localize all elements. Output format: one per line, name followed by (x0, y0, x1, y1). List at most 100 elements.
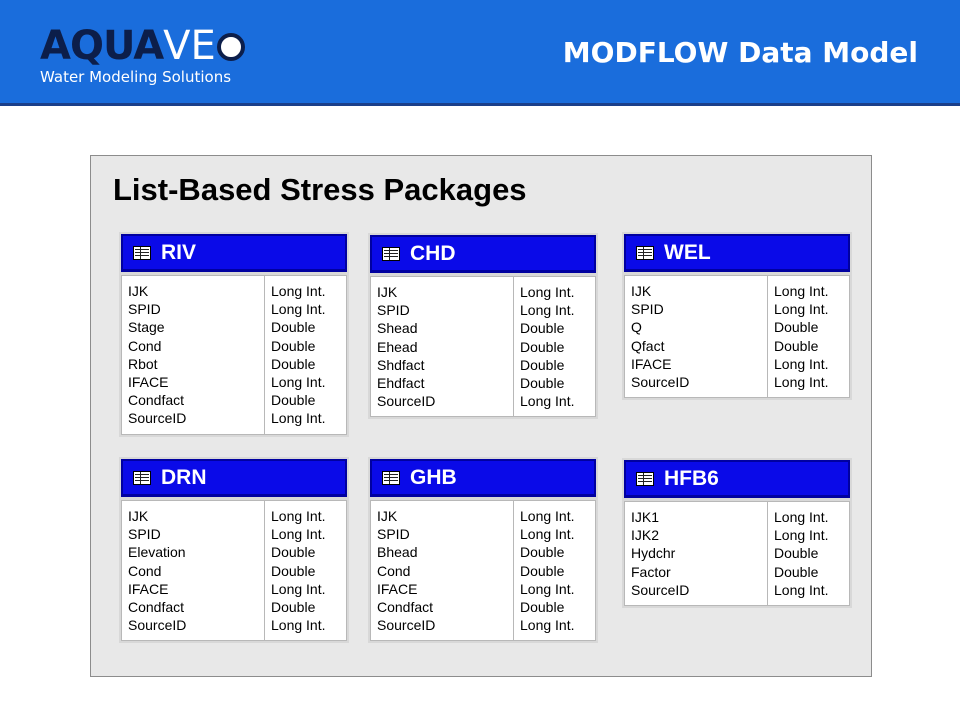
table-header: GHB (370, 459, 596, 497)
field-type: Long Int. (520, 393, 575, 410)
field-type: Double (774, 337, 819, 354)
field-type: Double (520, 356, 565, 373)
field-name: Stage (128, 319, 165, 336)
field-type: Long Int. (774, 355, 829, 372)
field-type: Long Int. (774, 509, 829, 525)
field-name: IJK (377, 284, 398, 300)
field-type: Long Int. (520, 302, 575, 319)
field-type-column: Long Int. Long Int. Double Double Double Long… (265, 276, 346, 434)
field-type: Long Int. (520, 508, 575, 524)
field-type: Double (520, 320, 565, 337)
table-icon (636, 245, 654, 260)
field-type-column: Long Int. Long Int. Double Double Long Int. D… (514, 501, 595, 640)
field-name: IFACE (128, 374, 169, 391)
panel-title: List-Based Stress Packages (113, 172, 527, 207)
field-type-column: Long Int. Long Int. Double Double Long Int. L… (768, 276, 849, 397)
field-name: Condfact (128, 599, 185, 616)
field-name: SPID (631, 301, 664, 318)
field-type: Long Int. (774, 581, 829, 598)
field-name: SourceID (128, 617, 187, 634)
table-body: IJK SPID Bhead Cond IFACE Condfact SourceID Lon… (370, 500, 596, 642)
table-chd: CHD IJK SPID Shead Ehead Shdfact Ehdfact Source… (368, 233, 598, 420)
field-type: Double (271, 319, 316, 336)
field-type: Long Int. (271, 410, 326, 427)
field-type-column: Long Int. Long Int. Double Double Double Doub… (514, 277, 595, 416)
field-name: IFACE (631, 355, 672, 372)
field-name: IJK1 (631, 509, 660, 525)
field-name: Bhead (377, 544, 418, 561)
field-name-column: IJK SPID Q Qfact IFACE SourceID (625, 276, 768, 398)
field-type: Double (271, 562, 316, 579)
field-type: Long Int. (774, 527, 829, 544)
table-body: IJK1 IJK2 Hydchr Factor SourceID Long Int. Lon… (624, 501, 850, 607)
field-name: IFACE (128, 580, 169, 597)
field-type: Long Int. (520, 526, 575, 543)
table-header: WEL (624, 234, 850, 272)
field-name: Ehdfact (377, 375, 425, 392)
field-name: IJK (377, 508, 398, 524)
field-type: Long Int. (271, 526, 326, 543)
field-type: Long Int. (271, 283, 326, 299)
field-name: SourceID (377, 393, 436, 410)
field-name-column: IJK SPID Stage Cond Rbot IFACE Condfact SourceI… (122, 276, 265, 434)
field-name: SourceID (631, 581, 690, 598)
field-type: Double (271, 355, 316, 372)
field-name: Rbot (128, 355, 158, 372)
table-wel: WEL IJK SPID Q Qfact IFACE SourceID Long Int. Lo… (622, 232, 852, 401)
field-name: Cond (128, 562, 162, 579)
field-name: SPID (128, 301, 161, 318)
table-body: IJK SPID Elevation Cond IFACE Condfact SourceI… (121, 500, 347, 642)
field-name: IFACE (377, 580, 418, 597)
field-type-column: Long Int. Long Int. Double Double Long Int. D… (265, 501, 346, 640)
field-name: Ehead (377, 338, 418, 355)
field-name-column: IJK SPID Bhead Cond IFACE Condfact SourceID (371, 501, 514, 641)
field-name: SPID (377, 526, 410, 543)
table-name: HFB6 (664, 466, 719, 490)
field-name: SourceID (631, 374, 690, 391)
field-name: IJK (128, 508, 149, 524)
field-name: Cond (128, 337, 162, 354)
field-type-column: Long Int. Long Int. Double Double Long Int. (768, 502, 849, 605)
field-name-column: IJK1 IJK2 Hydchr Factor SourceID (625, 502, 768, 606)
field-name: IJK2 (631, 527, 660, 544)
table-body: IJK SPID Q Qfact IFACE SourceID Long Int. Long … (624, 275, 850, 399)
field-name: Elevation (128, 544, 186, 561)
table-name: RIV (161, 240, 197, 264)
table-icon (636, 471, 654, 486)
field-type: Long Int. (271, 580, 326, 597)
field-type: Double (271, 599, 316, 616)
table-name: DRN (161, 465, 207, 489)
table-body: IJK SPID Stage Cond Rbot IFACE Condfact SourceI… (121, 275, 347, 435)
table-icon (382, 246, 400, 261)
field-type: Long Int. (271, 374, 326, 391)
field-name: Qfact (631, 337, 665, 354)
field-name: SourceID (377, 617, 436, 634)
field-type: Long Int. (520, 284, 575, 300)
field-type: Long Int. (271, 301, 326, 318)
header-bar: AQUAVE Water Modeling Solutions MODFLOW … (0, 0, 960, 106)
aquaveo-logo: AQUAVE Water Modeling Solutions (40, 26, 245, 86)
table-icon (382, 470, 400, 485)
table-riv: RIV IJK SPID Stage Cond Rbot IFACE Condfact Sour… (119, 232, 349, 437)
field-name: SPID (377, 302, 410, 319)
table-header: RIV (121, 234, 347, 272)
field-name: Condfact (128, 392, 185, 409)
table-header: CHD (370, 235, 596, 273)
table-icon (133, 245, 151, 260)
field-type: Long Int. (271, 617, 326, 634)
logo-wordmark: AQUAVE (40, 26, 245, 66)
field-name: SPID (128, 526, 161, 543)
logo-bold-text: AQUA (40, 23, 164, 69)
field-type: Long Int. (520, 617, 575, 634)
logo-light-text: VE (163, 23, 216, 69)
field-type: Double (520, 599, 565, 616)
field-name: Shead (377, 320, 418, 337)
field-name: Shdfact (377, 356, 425, 373)
field-type: Double (520, 375, 565, 392)
field-name: Hydchr (631, 545, 676, 562)
field-type: Double (271, 544, 316, 561)
field-type: Double (774, 545, 819, 562)
table-hfb6: HFB6 IJK1 IJK2 Hydchr Factor SourceID Long Int… (622, 458, 852, 609)
field-name: Condfact (377, 599, 434, 616)
field-type: Double (271, 337, 316, 354)
